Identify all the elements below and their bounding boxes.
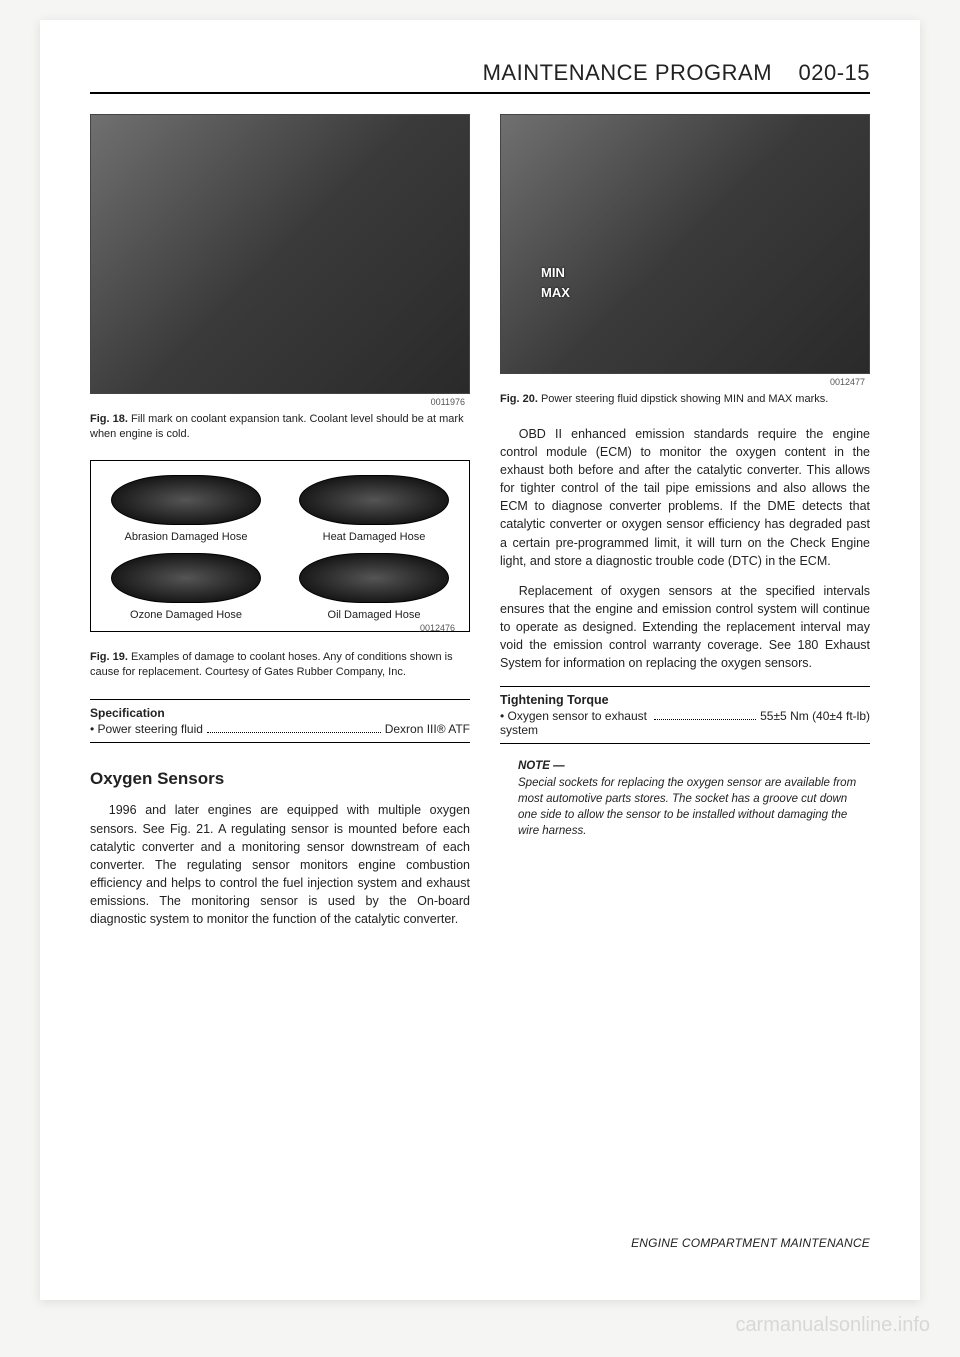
torque-row-label: • Oxygen sensor to exhaust system <box>500 709 650 737</box>
manual-page: MAINTENANCE PROGRAM 020-15 0011976 Fig. … <box>40 20 920 1300</box>
spec-row: • Power steering fluid Dexron III® ATF <box>90 722 470 736</box>
hose-diagram-box: Abrasion Damaged Hose Heat Damaged Hose … <box>90 460 470 632</box>
hose-image <box>299 553 449 603</box>
spec-heading: Specification <box>90 706 470 720</box>
fig18-caption: Fig. 18. Fill mark on coolant expansion … <box>90 412 470 442</box>
watermark: carmanualsonline.info <box>735 1314 930 1337</box>
header-page-number: 020-15 <box>798 60 870 85</box>
left-column: 0011976 Fig. 18. Fill mark on coolant ex… <box>90 114 470 940</box>
hose-image-id: 0012476 <box>420 623 455 633</box>
fig20-caption-text: Power steering fluid dipstick showing MI… <box>541 393 828 405</box>
page-header: MAINTENANCE PROGRAM 020-15 <box>90 60 870 94</box>
hose-grid: Abrasion Damaged Hose Heat Damaged Hose … <box>101 475 459 621</box>
right-paragraph-2: Replacement of oxygen sensors at the spe… <box>500 582 870 673</box>
oxygen-sensors-paragraph: 1996 and later engines are equipped with… <box>90 801 470 928</box>
fig19-caption-bold: Fig. 19. <box>90 651 128 663</box>
note-title: NOTE — <box>518 760 565 772</box>
page-footer: ENGINE COMPARTMENT MAINTENANCE <box>631 1236 870 1250</box>
right-paragraph-1: OBD II enhanced emission standards requi… <box>500 425 870 570</box>
specification-block: Specification • Power steering fluid Dex… <box>90 699 470 743</box>
torque-block: Tightening Torque • Oxygen sensor to exh… <box>500 686 870 744</box>
hose-image <box>299 475 449 525</box>
fig20-caption: Fig. 20. Power steering fluid dipstick s… <box>500 392 870 407</box>
torque-title: Tightening Torque <box>500 693 870 707</box>
oxygen-sensors-heading: Oxygen Sensors <box>90 769 470 789</box>
hose-image <box>111 475 261 525</box>
hose-label: Heat Damaged Hose <box>289 531 459 543</box>
right-column: MIN MAX 0012477 Fig. 20. Power steering … <box>500 114 870 940</box>
hose-image <box>111 553 261 603</box>
note-text: Special sockets for replacing the oxygen… <box>518 777 856 837</box>
hose-label: Abrasion Damaged Hose <box>101 531 271 543</box>
hose-cell-heat: Heat Damaged Hose <box>289 475 459 543</box>
hose-label: Oil Damaged Hose <box>289 609 459 621</box>
fig18-caption-text: Fill mark on coolant expansion tank. Coo… <box>90 413 464 440</box>
fig20-caption-bold: Fig. 20. <box>500 393 538 405</box>
dots-leader <box>654 711 756 721</box>
hose-cell-ozone: Ozone Damaged Hose <box>101 553 271 621</box>
hose-cell-abrasion: Abrasion Damaged Hose <box>101 475 271 543</box>
hose-label: Ozone Damaged Hose <box>101 609 271 621</box>
header-title: MAINTENANCE PROGRAM <box>483 60 772 85</box>
fig20-max-label: MAX <box>541 285 570 300</box>
fig20-min-label: MIN <box>541 265 565 280</box>
note-block: NOTE — Special sockets for replacing the… <box>518 758 870 838</box>
fig20-image-id: 0012477 <box>830 377 865 387</box>
torque-row: • Oxygen sensor to exhaust system 55±5 N… <box>500 709 870 737</box>
fig18-image-id: 0011976 <box>431 397 465 407</box>
dots-leader <box>207 724 381 734</box>
two-column-layout: 0011976 Fig. 18. Fill mark on coolant ex… <box>90 114 870 940</box>
fig18-caption-bold: Fig. 18. <box>90 413 128 425</box>
torque-row-value: 55±5 Nm (40±4 ft-lb) <box>760 709 870 723</box>
spec-row-value: Dexron III® ATF <box>385 722 470 736</box>
fig18-photo: 0011976 <box>90 114 470 394</box>
hose-cell-oil: Oil Damaged Hose <box>289 553 459 621</box>
fig20-photo: MIN MAX 0012477 <box>500 114 870 374</box>
fig19-caption-text: Examples of damage to coolant hoses. Any… <box>90 651 453 678</box>
spec-row-label: • Power steering fluid <box>90 722 203 736</box>
fig19-caption: Fig. 19. Examples of damage to coolant h… <box>90 650 470 680</box>
